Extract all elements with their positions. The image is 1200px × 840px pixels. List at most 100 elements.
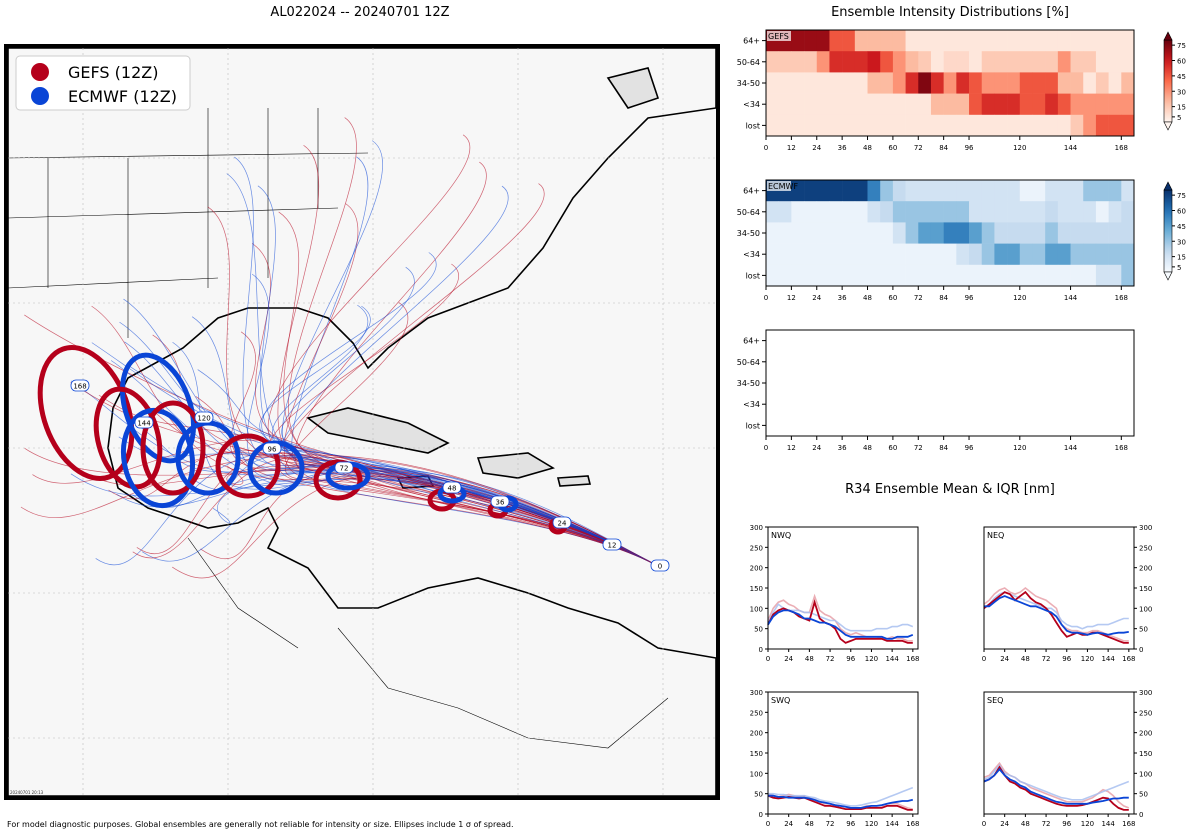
- heatmap-cell: [918, 72, 932, 94]
- heatmap-cell: [842, 30, 856, 52]
- heatmap-x-tick: 48: [863, 144, 872, 152]
- hour-label: 24: [552, 516, 572, 529]
- r34-quadrant-label: SEQ: [987, 696, 1003, 705]
- r34-y-tick: 0: [1139, 811, 1143, 819]
- heatmap-cell: [791, 72, 805, 94]
- heatmap-cell: [778, 51, 792, 73]
- heatmap-cell: [829, 222, 843, 244]
- hour-label-text: 144: [137, 420, 151, 428]
- colorbar-tick: 45: [1177, 73, 1186, 81]
- heatmap-cell: [816, 180, 830, 202]
- heatmap-cell: [842, 51, 856, 73]
- heatmap-cell: [981, 243, 995, 266]
- heatmap-cell: [1019, 72, 1033, 94]
- heatmap-cell: [1045, 264, 1059, 287]
- heatmap-cell: [1019, 243, 1033, 266]
- heatmap-cell: [804, 201, 818, 223]
- r34-x-tick: 144: [1101, 820, 1115, 828]
- r34-y-tick: 300: [750, 689, 763, 697]
- heatmap-cell: [930, 114, 944, 137]
- heatmap-cell: [981, 201, 995, 223]
- heatmap-cell: [943, 222, 957, 244]
- heatmap-cell: [1045, 243, 1059, 266]
- heatmap-cell: [905, 264, 919, 287]
- heatmap-cell: [867, 93, 881, 116]
- heatmap-cell: [778, 264, 792, 287]
- heatmap-x-tick: 96: [965, 294, 974, 302]
- heatmap-cell: [956, 180, 970, 202]
- hour-label: 96: [262, 442, 282, 455]
- heatmap-cell: [1032, 30, 1046, 52]
- heatmap-row-label: 34-50: [737, 79, 760, 88]
- r34-quadrant-label: SWQ: [771, 696, 790, 705]
- heatmap-cell: [1108, 201, 1122, 223]
- timestamp-stamp: 20240701 20:13: [10, 790, 44, 795]
- heatmap-cell: [994, 180, 1008, 202]
- heatmap-cell: [1083, 114, 1097, 137]
- heatmap-row-label: 34-50: [737, 229, 760, 238]
- r34-y-tick: 0: [759, 646, 763, 654]
- heatmap-cell: [956, 222, 970, 244]
- heatmap-cell: [918, 180, 932, 202]
- heatmap-cell: [778, 222, 792, 244]
- r34-y-tick: 250: [1139, 544, 1152, 552]
- r34-y-tick: 300: [1139, 689, 1152, 697]
- heatmap-cell: [994, 222, 1008, 244]
- heatmap-cell: [956, 93, 970, 116]
- heatmap-cell: [880, 30, 894, 52]
- heatmap-cell: [766, 51, 779, 73]
- r34-y-tick: 100: [750, 770, 763, 778]
- ecmwf-member-track: [246, 273, 659, 567]
- heatmap-x-tick: 72: [914, 144, 923, 152]
- heatmap-cell: [854, 93, 868, 116]
- hour-label-text: 24: [558, 520, 567, 528]
- r34-series-line: [983, 763, 1130, 801]
- r34-x-tick: 144: [1101, 655, 1115, 663]
- r34-series-line: [767, 603, 914, 632]
- heatmap-cell: [930, 93, 944, 116]
- heatmap-cell: [842, 201, 856, 223]
- gefs-ellipse: [215, 433, 281, 499]
- hour-label-text: 48: [448, 485, 457, 493]
- heatmap-cell: [1095, 51, 1109, 73]
- heatmap-1: 64+ 50-64 34-50 <34 lost 0 12 24 36 48 60 72 84 96 120…: [737, 179, 1186, 302]
- heatmap-row-label: <34: [743, 250, 760, 259]
- heatmap-cell: [854, 30, 868, 52]
- heatmap-cell: [1095, 72, 1109, 94]
- heatmap-cell: [892, 243, 906, 266]
- heatmap-cell: [1057, 51, 1071, 73]
- heatmap-cell: [943, 72, 957, 94]
- heatmap-cell: [930, 51, 944, 73]
- heatmap-cell: [829, 93, 843, 116]
- heatmap-cell: [791, 93, 805, 116]
- heatmap-cell: [994, 30, 1008, 52]
- heatmap-cell: [854, 264, 868, 287]
- ecmwf-ellipse: [175, 420, 241, 496]
- heatmap-cell: [1070, 243, 1084, 266]
- heatmap-x-tick: 84: [939, 294, 948, 302]
- heatmap-x-tick: 84: [939, 144, 948, 152]
- heatmap-cell: [981, 93, 995, 116]
- heatmap-cell: [1083, 201, 1097, 223]
- heatmap-cell: [969, 30, 983, 52]
- heatmap-cell: [867, 72, 881, 94]
- r34-y-tick: 250: [1139, 709, 1152, 717]
- heatmap-cell: [1121, 222, 1135, 244]
- heatmap-cell: [854, 243, 868, 266]
- heatmap-cell: [1083, 222, 1097, 244]
- colorbar-tick: 45: [1177, 223, 1186, 231]
- hour-label-text: 72: [340, 465, 349, 473]
- heatmap-cell: [969, 222, 983, 244]
- r34-x-tick: 168: [1122, 655, 1135, 663]
- ecmwf-member-track: [91, 342, 659, 567]
- heatmap-cell: [918, 264, 932, 287]
- heatmap-row-label: lost: [746, 421, 760, 430]
- heatmap-cell: [1070, 264, 1084, 287]
- r34-x-tick: 48: [805, 820, 814, 828]
- r34-x-tick: 96: [846, 655, 855, 663]
- heatmap-cell: [1108, 51, 1122, 73]
- heatmap-cell: [1108, 93, 1122, 116]
- r34-y-tick: 50: [1139, 626, 1148, 634]
- heatmap-x-tick: 84: [939, 444, 948, 452]
